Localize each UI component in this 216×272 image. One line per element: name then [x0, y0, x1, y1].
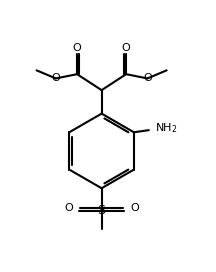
Text: O: O — [64, 203, 73, 214]
Text: NH$_2$: NH$_2$ — [155, 122, 178, 135]
Text: O: O — [130, 203, 139, 214]
Text: S: S — [98, 204, 106, 217]
Text: O: O — [143, 73, 152, 83]
Text: O: O — [122, 42, 130, 52]
Text: O: O — [51, 73, 60, 83]
Text: O: O — [73, 42, 81, 52]
